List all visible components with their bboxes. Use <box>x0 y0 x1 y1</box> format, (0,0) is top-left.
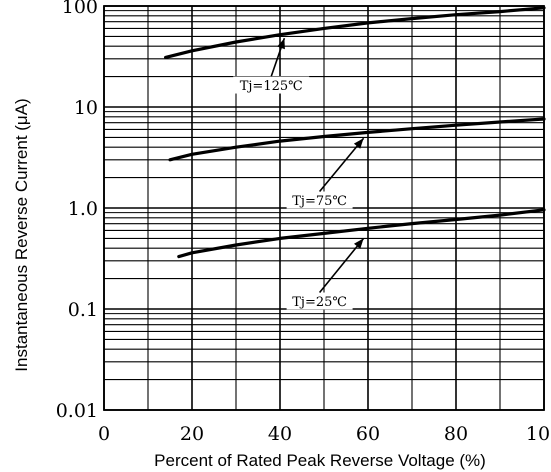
y-tick-label: 100 <box>62 0 98 18</box>
tick-labels: 0 20 40 60 80 100 100 10 1.0 0.1 0.01 <box>56 0 551 445</box>
annotation-bg <box>286 191 353 209</box>
annotation-arrowhead <box>353 138 364 149</box>
x-tick-label: 40 <box>268 423 292 445</box>
series-curves <box>164 6 546 259</box>
x-axis-label: Percent of Rated Peak Reverse Voltage (%… <box>154 451 486 470</box>
annotation-label: Tj=125℃ <box>240 79 303 94</box>
y-tick-label: 0.1 <box>68 299 98 321</box>
annotation-arrowhead <box>277 38 285 50</box>
y-tick-label: 1.0 <box>68 198 98 220</box>
y-axis-label: Instantaneous Reverse Current (μA) <box>12 98 31 371</box>
annotation-arrow <box>318 137 365 193</box>
annotation-bg <box>233 76 310 94</box>
curve-annotations: Tj=125℃ Tj=75℃ Tj=25℃ <box>233 37 365 310</box>
annotation-label: Tj=75℃ <box>292 194 347 209</box>
series-line <box>164 6 546 60</box>
x-tick-label: 0 <box>98 423 110 445</box>
x-tick-label: 100 <box>526 423 551 445</box>
series-line <box>177 208 546 259</box>
x-tick-label: 80 <box>444 423 468 445</box>
plot-frame <box>103 5 545 411</box>
annotation-arrow <box>318 237 365 294</box>
y-tick-label: 10 <box>74 97 98 119</box>
annotation-label: Tj=25℃ <box>292 295 347 310</box>
y-tick-label: 0.01 <box>56 400 98 422</box>
annotation-arrowhead <box>354 238 364 249</box>
x-tick-label: 20 <box>180 423 204 445</box>
grid-lines <box>103 5 545 411</box>
x-tick-label: 60 <box>356 423 380 445</box>
annotation-bg <box>286 292 353 310</box>
series-line <box>168 117 546 162</box>
